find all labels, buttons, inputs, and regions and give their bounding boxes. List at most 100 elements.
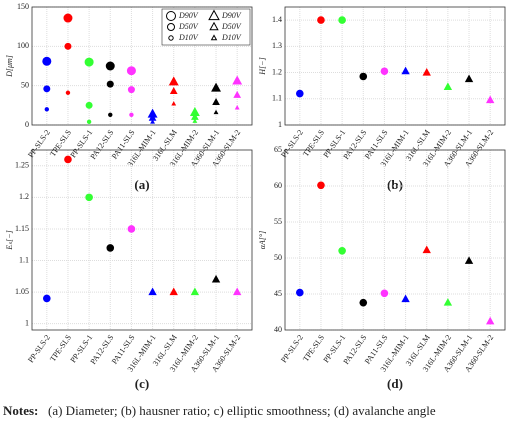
y-tick-label: 1.4 [272,15,282,24]
panel-caption: (a) [134,177,149,192]
data-point [192,118,198,123]
data-point [233,287,242,296]
legend-label: D10V [178,33,199,42]
axes-box [31,149,253,331]
data-point [126,66,136,76]
panel-caption: (b) [387,177,403,192]
axes-box [284,149,506,331]
data-point [168,76,179,86]
legend-label: D90V [178,11,199,20]
y-tick-label: 1 [278,120,282,129]
data-point [65,90,71,95]
data-point [464,74,474,83]
y-tick-label: 50 [274,253,282,262]
data-point [359,298,368,307]
y-tick-label: 1.05 [15,287,29,296]
data-point [486,316,495,325]
data-point [43,294,51,303]
data-point [42,56,52,66]
y-tick-label: 0 [25,120,29,129]
y-tick-label: 1.2 [272,67,282,76]
data-point [233,90,242,98]
y-tick-label: 55 [274,217,282,226]
y-tick-label: 65 [274,145,282,154]
data-point [106,80,114,88]
data-point [338,16,346,24]
legend-label: D50V [178,22,199,31]
data-point [127,86,135,94]
data-point [213,109,219,115]
y-axis-label: αA[°] [258,231,267,250]
y-axis-label: Eₛ[−] [5,230,14,251]
data-point [232,75,243,85]
panel-caption: (d) [387,376,403,391]
data-point [85,193,93,202]
data-point [317,181,325,190]
data-point [64,42,72,50]
y-axis-label: D[μm] [5,55,14,78]
x-tick-label: PP-SLS-2 [26,333,52,364]
notes-text: (a) Diameter; (b) hausner ratio; c) elli… [48,403,436,418]
data-point [464,256,474,264]
legend-label: D50V [221,22,242,31]
data-point [212,97,220,105]
y-tick-label: 1 [25,319,29,328]
data-point [338,247,346,255]
data-point [422,67,431,76]
axes-box [31,6,253,126]
legend-marker [210,34,218,41]
data-point [317,16,325,24]
data-point [171,101,177,106]
data-point [443,298,453,306]
y-tick-label: 1.15 [15,224,29,233]
data-point [105,61,115,71]
axes-box [284,6,506,126]
data-point [106,244,115,252]
data-point [486,95,495,104]
data-point [189,107,200,117]
legend-marker [208,9,220,21]
data-point [147,108,158,118]
legend-marker [167,23,175,31]
data-point [211,274,221,283]
data-point [380,67,389,76]
x-tick-label: PP-SLS-2 [279,128,305,159]
data-point [169,86,178,94]
data-point [211,82,221,92]
legend-marker [168,35,174,41]
y-axis-label: H[−] [258,57,267,75]
data-point [443,82,453,91]
legend-box [161,8,251,46]
legend-marker [209,21,219,31]
y-tick-label: 1.2 [19,192,29,201]
data-point [64,155,72,164]
y-tick-label: 1.3 [272,41,282,50]
y-tick-label: 50 [21,80,29,89]
data-point [169,287,178,296]
data-point [401,66,410,75]
data-point [85,101,93,109]
data-point [401,294,410,303]
data-point [422,245,431,254]
y-tick-label: 45 [274,289,282,298]
data-point [296,89,304,98]
data-point [84,57,94,67]
data-point [127,225,136,233]
x-tick-label: PP-SLS-2 [26,128,52,159]
y-tick-label: 1.1 [19,255,29,264]
data-point [234,105,240,110]
legend-label: D10V [221,33,242,42]
x-tick-label: PP-SLS-2 [279,333,305,364]
data-point [43,85,51,93]
data-point [108,112,113,117]
data-point [296,288,304,297]
data-point [86,119,92,125]
data-point [148,113,157,121]
data-point [150,119,155,124]
y-tick-label: 1.1 [272,94,282,103]
data-point [63,13,73,23]
y-tick-label: 150 [17,2,29,11]
y-tick-label: 40 [274,325,282,334]
data-point [359,72,368,81]
